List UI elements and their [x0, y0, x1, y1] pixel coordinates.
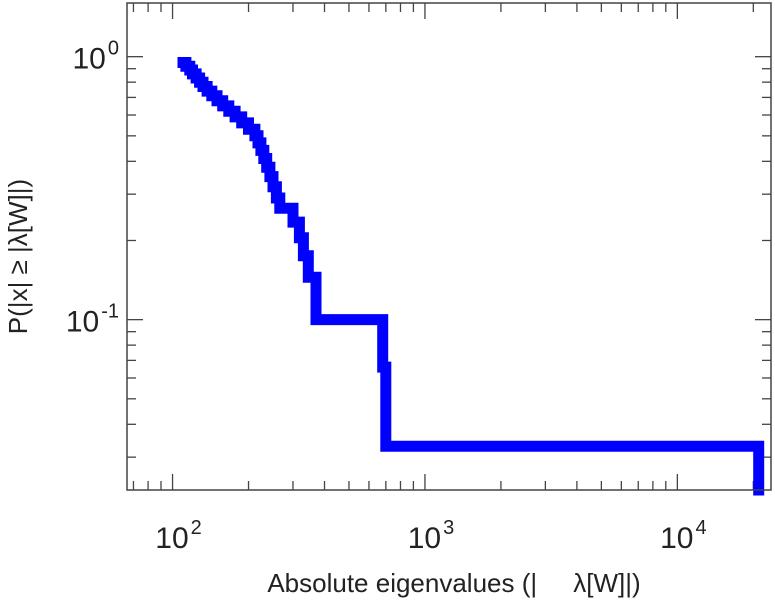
x-tick-label: 10 2 — [155, 517, 202, 555]
y-tick-label: 10 0 — [73, 38, 120, 76]
y-axis-label: P(|x| ≥ |λ[W]|) — [3, 179, 33, 334]
x-tick-label: 10 3 — [408, 517, 455, 555]
tick-labels: 10 2 10 3 10 4 10 0 10 -1 — [66, 38, 707, 555]
plot-frame — [126, 2, 772, 491]
y-tick-label: 10 -1 — [66, 301, 119, 339]
x-tick-label: 10 4 — [660, 517, 707, 555]
series-line — [177, 57, 765, 496]
axis-ticks — [127, 3, 771, 490]
x-axis-label: Absolute eigenvalues (| λ[W]|) — [267, 568, 640, 598]
